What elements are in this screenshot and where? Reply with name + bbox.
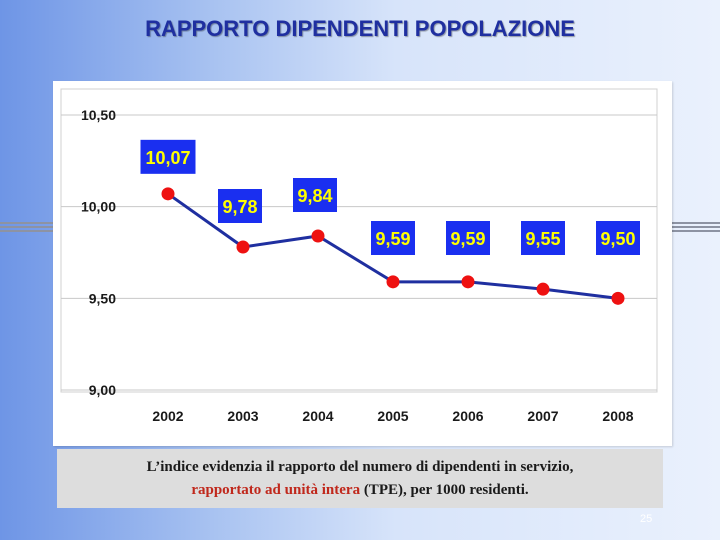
x-tick-label: 2002 (152, 408, 183, 424)
data-point (311, 229, 325, 243)
data-label: 10,07 (140, 139, 196, 174)
data-label: 9,59 (446, 221, 490, 255)
y-tick-label: 10,00 (81, 199, 116, 215)
data-point (161, 187, 175, 201)
decorative-lines-left (0, 222, 56, 236)
data-point (236, 240, 250, 254)
data-label-text: 9,59 (450, 229, 485, 249)
x-tick-label: 2006 (452, 408, 483, 424)
data-point (386, 275, 400, 289)
slide-title: RAPPORTO DIPENDENTI POPOLAZIONE (145, 16, 575, 41)
x-tick-label: 2007 (527, 408, 558, 424)
data-label-text: 9,78 (222, 197, 257, 217)
x-tick-label: 2005 (377, 408, 408, 424)
caption-highlight: rapportato ad unità intera (191, 482, 361, 498)
data-label-box (218, 189, 262, 223)
data-label-box (371, 221, 415, 255)
data-label: 9,84 (293, 178, 337, 212)
data-label-box (293, 178, 337, 212)
line-chart: 9,00 9,50 10,00 10,50 2002 2003 2004 2005 2006 2… (60, 88, 658, 424)
plot-area (60, 88, 658, 393)
caption-line-2: rapportato ad unità intera (TPE), per 10… (57, 479, 663, 502)
y-tick-label: 9,00 (89, 382, 116, 398)
decorative-lines-right (672, 222, 720, 236)
x-tick-label: 2004 (302, 408, 333, 424)
y-tick-label: 10,50 (81, 107, 116, 123)
x-tick-label: 2003 (227, 408, 258, 424)
page-number: 25 (640, 513, 653, 525)
data-label-text: 10,07 (145, 148, 190, 168)
data-point (461, 275, 475, 289)
caption-line-1: L’indice evidenzia il rapporto del numer… (146, 459, 574, 475)
data-label-box (446, 221, 490, 255)
data-label: 9,55 (521, 221, 565, 255)
data-label-text: 9,55 (525, 229, 560, 249)
data-label-box (596, 221, 640, 255)
x-tick-label: 2008 (602, 408, 633, 424)
data-label: 9,50 (596, 221, 640, 255)
data-label-box (521, 221, 565, 255)
caption-line-2-rest: (TPE), per 1000 residenti. (360, 482, 529, 498)
data-label-text: 9,84 (297, 186, 332, 206)
caption-box: L’indice evidenzia il rapporto del numer… (57, 449, 663, 508)
chart-frame: 9,00 9,50 10,00 10,50 2002 2003 2004 2005 2006 2… (53, 81, 672, 446)
data-point (536, 282, 550, 296)
data-label-text: 9,59 (375, 229, 410, 249)
data-label-text: 9,50 (600, 229, 635, 249)
data-label-box (140, 139, 196, 174)
data-point (611, 291, 625, 305)
data-label: 9,78 (218, 189, 262, 223)
data-label: 9,59 (371, 221, 415, 255)
y-tick-label: 9,50 (89, 290, 116, 306)
